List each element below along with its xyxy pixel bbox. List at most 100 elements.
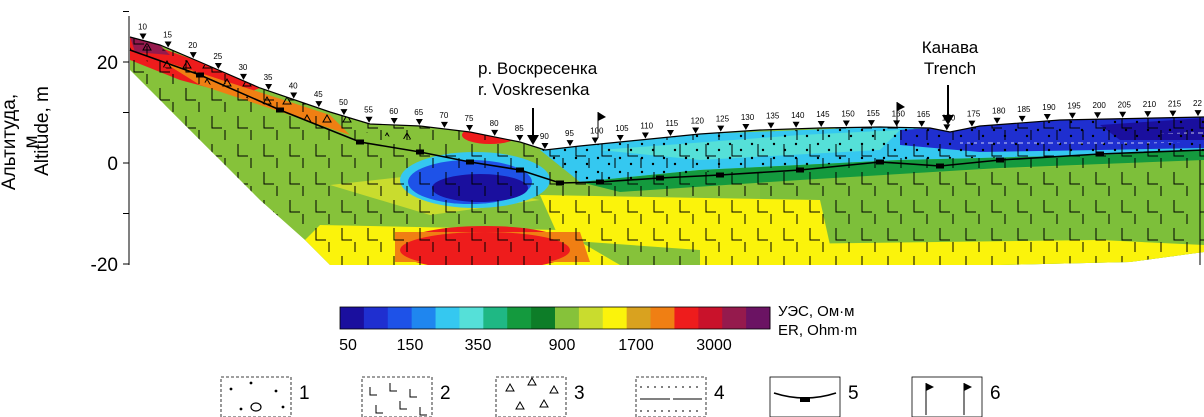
picket-marker (189, 52, 197, 59)
picket-label: 70 (439, 111, 448, 120)
picket-marker (591, 137, 599, 144)
picket-label: 75 (465, 114, 474, 123)
picket-label: 50 (339, 98, 348, 107)
colorbar-tick-label: 50 (339, 337, 357, 354)
picket-label: 55 (364, 106, 373, 115)
legend-item-6: 6 (911, 376, 1001, 417)
picket-label: 205 (1118, 101, 1132, 110)
picket-marker (792, 121, 800, 128)
boundary-marker (656, 175, 664, 181)
legend-number: 2 (440, 383, 451, 404)
picket-label: 145 (816, 110, 830, 119)
river-label-ru: р. Воскресенка (478, 59, 598, 78)
picket-marker (1119, 111, 1127, 118)
boundary-marker (196, 72, 204, 78)
picket-label: 85 (515, 124, 524, 133)
picket-marker (616, 134, 624, 141)
legend-triangle (539, 398, 549, 408)
colorbar-tick-label: 3000 (696, 337, 732, 354)
picket-label: 35 (264, 73, 273, 82)
picket-marker (742, 123, 750, 130)
colorbar-tick-label: 900 (549, 337, 576, 354)
picket-label: 80 (490, 119, 499, 128)
y-axis-title-en: Altitude, m (32, 86, 53, 176)
legend-triangle (505, 382, 515, 392)
picket-marker (943, 124, 951, 131)
picket-marker (867, 120, 875, 127)
picket-marker (1018, 115, 1026, 122)
boundary-marker (716, 172, 724, 178)
picket-marker (239, 73, 247, 80)
colorbar-swatch (531, 307, 556, 329)
picket-marker (1043, 113, 1051, 120)
picket-label: 65 (414, 108, 423, 117)
boundary-marker (876, 159, 884, 165)
picket-label: 190 (1042, 103, 1056, 112)
legend-L-mark (375, 405, 383, 414)
picket-label: 40 (289, 82, 298, 91)
legend-dot (281, 405, 285, 409)
boundary-marker (516, 167, 524, 173)
picket-marker (767, 122, 775, 129)
colorbar-title-en: ER, Ohm·m (778, 322, 858, 339)
boundary-marker (1096, 151, 1104, 157)
picket-label: 195 (1067, 102, 1081, 111)
boundary-marker (796, 167, 804, 173)
legend-swatch (220, 376, 292, 417)
legend-flag (964, 383, 972, 391)
colorbar-swatch (459, 307, 484, 329)
legend-dot (249, 381, 253, 385)
picket-label: 90 (540, 132, 549, 141)
section-overlays: 10 15 20 25 30 35 40 45 50 55 60 65 70 75 80 85 90 95 100 1… (129, 22, 1204, 186)
picket-label: 105 (615, 124, 629, 133)
colorbar-swatch (626, 307, 652, 329)
boundary-marker (936, 163, 944, 169)
flag-marker-1-pennant (598, 112, 606, 121)
legend-triangle (515, 400, 525, 410)
legend-swatch (361, 376, 433, 417)
colorbar-tick-label: 1700 (618, 337, 654, 354)
colorbar-swatch (746, 307, 771, 329)
colorbar-swatch (578, 307, 604, 329)
colorbar-swatch (435, 307, 460, 329)
picket-marker (214, 62, 222, 69)
colorbar-swatch (722, 307, 747, 329)
colorbar: 50 150 350 900 1700 3000 (339, 306, 771, 354)
legend-swatch (911, 376, 983, 417)
picket-marker (365, 116, 373, 123)
picket-label: 95 (565, 129, 574, 138)
picket-marker (817, 120, 825, 127)
legend-swatch (495, 376, 567, 417)
picket-marker (566, 140, 574, 147)
picket-label: 25 (213, 52, 222, 61)
picket-label: 45 (314, 90, 323, 99)
picket-marker (1144, 111, 1152, 118)
legend-L-mark (369, 387, 377, 396)
trench-arrow-head (942, 115, 954, 125)
legend-L-mark (419, 407, 427, 416)
colorbar-tick-label: 150 (397, 337, 424, 354)
flag-marker-2-pennant (897, 102, 905, 111)
picket-label: 180 (992, 107, 1006, 116)
boundary-marker (416, 149, 424, 155)
y-tick-label: -20 (91, 255, 118, 276)
legend-item-2: 2 (361, 376, 451, 417)
legend-dot (239, 407, 243, 411)
legend-item-1: 1 (220, 376, 310, 417)
colorbar-swatch (340, 307, 365, 329)
legend-triangle (549, 384, 559, 394)
picket-label: 60 (389, 107, 398, 116)
legend-number: 1 (299, 383, 310, 404)
picket-marker (1169, 110, 1177, 117)
legend-number: 4 (714, 383, 725, 404)
picket-label: 150 (841, 110, 855, 119)
debris-pattern (130, 37, 420, 140)
legend-flag (926, 383, 934, 391)
boundary-marker (996, 157, 1004, 163)
picket-marker (290, 92, 298, 99)
picket-marker (918, 120, 926, 127)
colorbar-swatch (674, 307, 699, 329)
picket-label: 135 (766, 112, 780, 121)
picket-marker (641, 132, 649, 139)
